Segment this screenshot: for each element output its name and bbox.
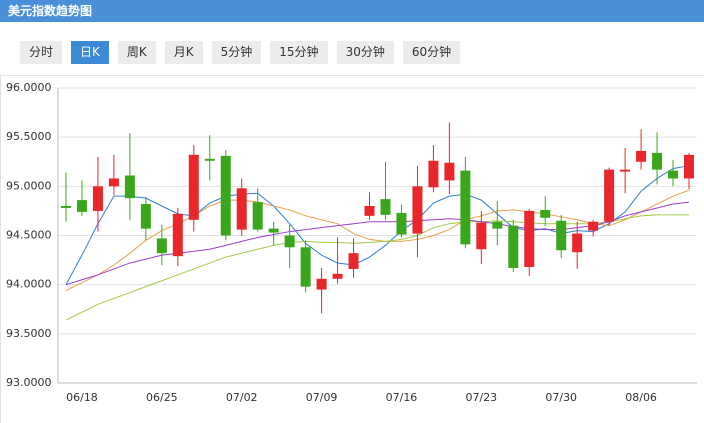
tab[interactable]: 30分钟 [336,41,394,64]
candle-body [252,202,263,230]
y-tick-label: 94.5000 [6,229,52,242]
x-tick-label: 07/23 [465,391,497,404]
moving-average-line [65,201,690,286]
candle-body [364,206,375,216]
header-title: 美元指数趋势图 [0,0,704,22]
x-tick-label: 07/02 [226,391,258,404]
candle-body [124,175,135,199]
candle-body [220,155,231,236]
candle-body [460,170,471,245]
y-tick-label: 96.0000 [6,81,52,94]
candle-body [268,228,279,233]
tab[interactable]: 60分钟 [402,41,461,64]
candle-body [556,220,567,251]
x-tick-label: 07/30 [545,391,577,404]
candle-body [444,162,455,181]
candle-body [412,186,423,234]
candle-body [428,160,439,188]
candle-body [572,233,583,253]
candle-body [508,225,519,268]
candle-body [588,221,599,231]
candle-body [140,204,151,229]
y-tick-label: 93.0000 [6,376,52,389]
y-tick-label: 93.5000 [6,327,52,340]
chart-panel [0,75,704,423]
candle-body [396,212,407,235]
candle-body [236,188,247,230]
candle-body [172,213,183,257]
candle-body [284,235,295,248]
candle-body [92,186,103,211]
candle-body [156,238,167,254]
tab[interactable]: 日K [71,41,109,64]
x-tick-label: 07/16 [386,391,418,404]
candle-body [524,210,535,267]
x-tick-label: 06/25 [146,391,178,404]
candle-body [668,170,679,179]
moving-average-line [65,214,690,321]
candle-body [636,150,647,162]
y-tick-label: 95.0000 [6,179,52,192]
y-tick-label: 94.0000 [6,278,52,291]
moving-average-line [65,165,690,285]
candle-body [540,209,551,218]
candle-body [188,154,199,220]
tab[interactable]: 月K [164,41,203,64]
tab[interactable]: 5分钟 [211,41,262,64]
x-tick-label: 07/09 [306,391,338,404]
candle-body [652,152,663,170]
candle-body [604,169,615,222]
x-tick-label: 08/06 [625,391,657,404]
candle-body [76,200,87,212]
candle-body [60,206,71,208]
tab[interactable]: 周K [117,41,156,64]
candle-body [204,158,215,161]
candle-body [476,222,487,250]
candle-body [380,199,391,215]
candle-body [348,253,359,269]
moving-average-line [65,189,690,292]
candle-body [332,273,343,279]
y-tick-label: 95.5000 [6,130,52,143]
candle-body [620,169,631,172]
candle-body [108,178,119,187]
x-tick-label: 06/18 [66,391,98,404]
candle-body [492,221,503,229]
candle-body [684,154,695,179]
candle-body [300,247,311,287]
tab[interactable]: 15分钟 [270,41,328,64]
tab-bar: 分时 日K 周K 月K 5分钟 15分钟 30分钟 60分钟 [20,41,461,64]
tab[interactable]: 分时 [20,41,63,64]
candle-body [316,278,327,290]
